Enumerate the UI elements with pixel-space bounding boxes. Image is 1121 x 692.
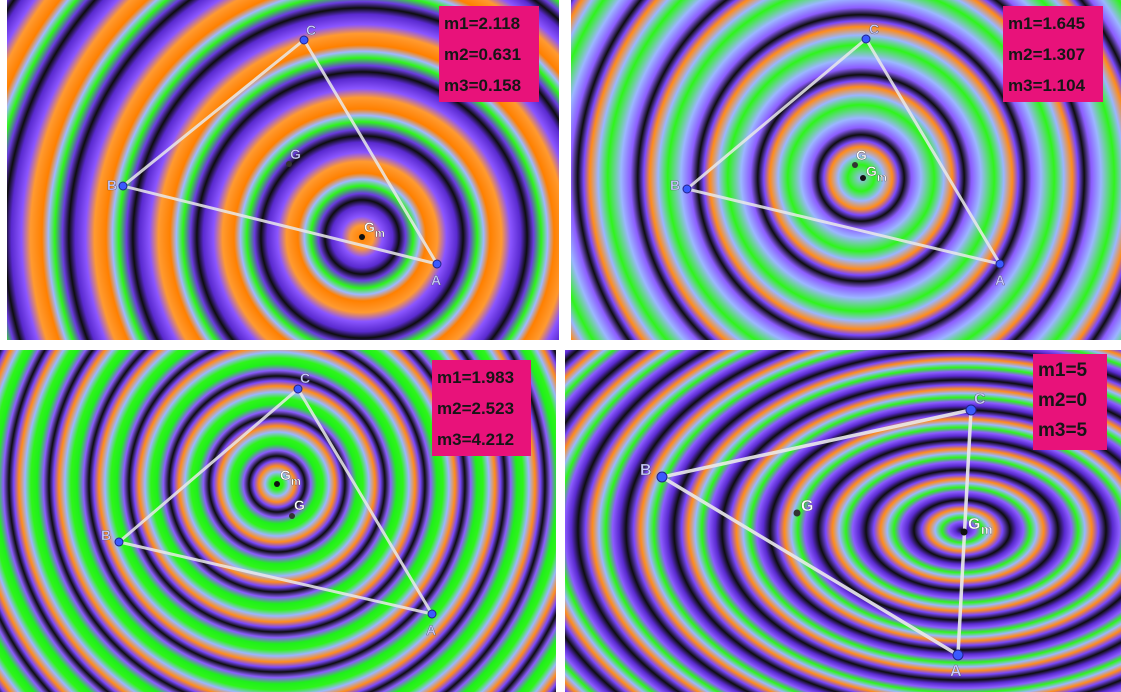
point-g[interactable] — [852, 162, 858, 168]
label-gm: G — [968, 516, 980, 533]
field-background — [565, 350, 1121, 692]
mass-m2: m2=1.307 — [1008, 45, 1086, 64]
label-b: B — [640, 462, 652, 479]
point-b[interactable] — [682, 184, 692, 194]
mass-box: m1=1.983 m2=2.523 m3=4.212 — [432, 360, 531, 456]
label-c: C — [869, 21, 879, 37]
point-gm[interactable] — [860, 175, 866, 181]
label-a: A — [431, 272, 441, 288]
point-a[interactable] — [995, 259, 1005, 269]
point-c[interactable] — [965, 404, 977, 416]
label-b: B — [107, 177, 117, 193]
point-c[interactable] — [293, 384, 303, 394]
panel-4: A B C G G m m1=5 m2=0 m3=5 — [565, 350, 1121, 692]
mass-m3: m3=0.158 — [444, 76, 522, 95]
point-b[interactable] — [118, 181, 128, 191]
panel-1: A B C G G m m1=2.118 m2=0.631 m3=0.158 — [7, 0, 559, 340]
mass-m3: m3=1.104 — [1008, 76, 1086, 95]
point-gm[interactable] — [274, 481, 280, 487]
label-g: G — [856, 147, 867, 163]
label-gm-sub: m — [291, 476, 301, 488]
point-g[interactable] — [286, 161, 292, 167]
label-gm-sub: m — [375, 228, 385, 240]
label-gm: G — [280, 467, 291, 483]
label-g: G — [290, 146, 301, 162]
triangle-abc — [683, 36, 1004, 267]
point-c[interactable] — [861, 34, 871, 44]
label-g: G — [294, 497, 305, 513]
mass-m1: m1=2.118 — [444, 14, 521, 33]
mass-m2: m2=2.523 — [437, 399, 515, 418]
mass-m2: m2=0 — [1038, 390, 1088, 411]
mass-box: m1=2.118 m2=0.631 m3=0.158 — [439, 6, 539, 102]
mass-m1: m1=5 — [1038, 360, 1088, 381]
label-a: A — [950, 663, 962, 680]
point-gm[interactable] — [960, 528, 968, 536]
field-rings-2: A B C G G m — [571, 0, 1121, 340]
label-b: B — [101, 527, 111, 543]
point-g[interactable] — [289, 513, 295, 519]
field-rings-4: A B C G G m — [565, 350, 1121, 692]
mass-m1: m1=1.645 — [1008, 14, 1086, 33]
label-c: C — [306, 22, 316, 38]
triangle-abc — [115, 386, 436, 617]
point-g[interactable] — [793, 509, 801, 517]
point-a[interactable] — [427, 609, 437, 619]
point-b[interactable] — [114, 537, 124, 547]
label-a: A — [995, 272, 1005, 288]
point-gm[interactable] — [359, 234, 365, 240]
label-gm: G — [364, 219, 375, 235]
mass-m2: m2=0.631 — [444, 45, 522, 64]
triangle-abc — [119, 37, 441, 267]
label-c: C — [974, 391, 986, 408]
label-b: B — [670, 177, 680, 193]
label-gm: G — [866, 163, 877, 179]
point-c[interactable] — [299, 35, 309, 45]
point-b[interactable] — [656, 471, 668, 483]
label-c: C — [300, 370, 310, 386]
panel-3: A B C G G m m1=1.983 m2=2.523 m3=4.212 — [0, 350, 556, 692]
label-a: A — [426, 622, 436, 638]
mass-box: m1=1.645 m2=1.307 m3=1.104 — [1003, 6, 1103, 102]
label-g: G — [801, 498, 813, 515]
label-gm-sub: m — [877, 172, 887, 184]
mass-m1: m1=1.983 — [437, 368, 515, 387]
panel-2: A B C G G m m1=1.645 m2=1.307 m3=1.104 — [571, 0, 1121, 340]
label-gm-sub: m — [981, 522, 993, 537]
point-a[interactable] — [432, 259, 442, 269]
mass-m3: m3=4.212 — [437, 430, 515, 449]
point-a[interactable] — [952, 649, 964, 661]
mass-box: m1=5 m2=0 m3=5 — [1033, 354, 1107, 450]
mass-m3: m3=5 — [1038, 420, 1088, 441]
